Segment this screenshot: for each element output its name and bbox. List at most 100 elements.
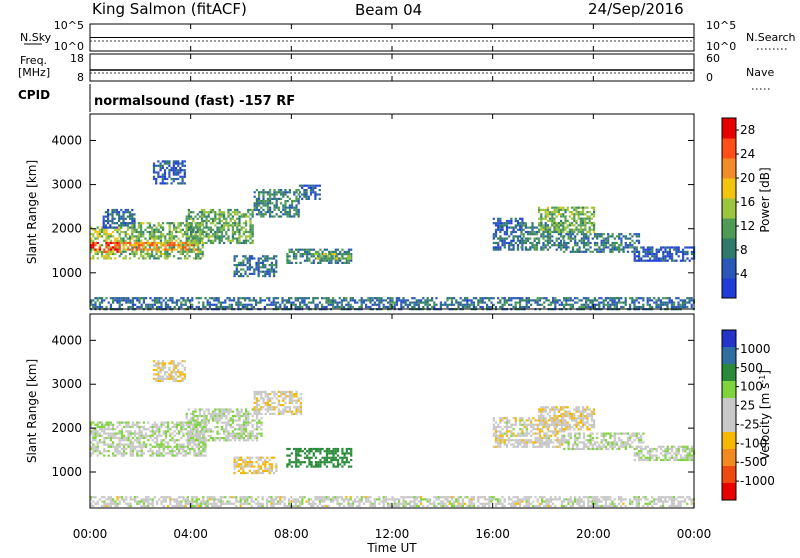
heatmap-cell [151,251,153,253]
heatmap-cell [127,229,129,231]
heatmap-cell [110,253,112,255]
heatmap-cell [173,171,175,173]
heatmap-cell [346,457,348,459]
heatmap-cell [581,242,583,244]
heatmap-cell [502,242,504,244]
heatmap-cell [614,249,616,251]
heatmap-cell [227,224,229,226]
heatmap-cell [112,498,114,500]
heatmap-cell [114,238,116,240]
heatmap-cell [556,244,558,246]
heatmap-cell [163,455,165,457]
heatmap-cell [212,430,214,432]
heatmap-cell [208,227,210,229]
heatmap-cell [121,498,123,500]
heatmap-cell [152,435,154,437]
heatmap-cell [433,306,435,308]
heatmap-cell [586,211,588,213]
heatmap-cell [308,450,310,452]
heatmap-cell [216,437,218,439]
heatmap-cell [165,302,167,304]
heatmap-cell [153,235,155,237]
heatmap-cell [275,260,277,262]
heatmap-cell [116,242,118,244]
heatmap-cell [222,306,224,308]
heatmap-cell [116,297,118,299]
heatmap-cell [286,257,288,259]
heatmap-cell [158,242,160,244]
heatmap-cell [129,235,131,237]
heatmap-cell [236,268,238,270]
heatmap-cell [243,422,245,424]
heatmap-cell [180,501,182,503]
heatmap-cell [256,397,258,399]
heatmap-cell [273,196,275,198]
heatmap-cell [156,246,158,248]
heatmap-cell [326,461,328,463]
heatmap-cell [249,470,251,472]
heatmap-cell [664,260,666,262]
heatmap-cell [125,452,127,454]
heatmap-cell [276,202,278,204]
heatmap-cell [531,229,533,231]
heatmap-cell [335,457,337,459]
heatmap-cell [226,306,228,308]
heatmap-cell [631,297,633,299]
heatmap-cell [116,240,118,242]
heatmap-cell [593,211,595,213]
heatmap-cell [240,463,242,465]
heatmap-cell [173,255,175,257]
heatmap-cell [605,246,607,248]
heatmap-cell [179,380,181,382]
heatmap-cell [308,251,310,253]
heatmap-cell [241,433,243,435]
heatmap-cell [271,457,273,459]
heatmap-cell [243,242,245,244]
heatmap-cell [671,253,673,255]
heatmap-cell [344,452,346,454]
heatmap-cell [594,233,596,235]
heatmap-cell [538,207,540,209]
heatmap-cell [234,271,236,273]
heatmap-cell [302,249,304,251]
heatmap-cell [497,302,499,304]
heatmap-cell [214,413,216,415]
heatmap-cell [114,437,116,439]
heatmap-cell [629,233,631,235]
heatmap-cell [287,207,289,209]
heatmap-cell [119,430,121,432]
heatmap-cell [180,437,182,439]
heatmap-cell [182,304,184,306]
heatmap-cell [193,246,195,248]
heatmap-cell [111,216,113,218]
heatmap-cell [653,260,655,262]
heatmap-cell [295,297,297,299]
heatmap-cell [270,304,272,306]
heatmap-cell [645,255,647,257]
heatmap-cell [241,424,243,426]
heatmap-cell [125,299,127,301]
heatmap-cell [125,233,127,235]
heatmap-cell [564,226,566,228]
heatmap-cell [247,240,249,242]
heatmap-cell [140,244,142,246]
heatmap-cell [614,246,616,248]
heatmap-cell [269,463,271,465]
heatmap-cell [153,233,155,235]
heatmap-cell [192,415,194,417]
heatmap-cell [265,211,267,213]
heatmap-cell [542,233,544,235]
heatmap-cell [306,257,308,259]
heatmap-cell [265,200,267,202]
heatmap-cell [121,428,123,430]
heatmap-cell [129,238,131,240]
heatmap-cell [315,461,317,463]
heatmap-cell [151,235,153,237]
heatmap-cell [114,428,116,430]
heatmap-cell [269,275,271,277]
heatmap-cell [205,417,207,419]
heatmap-cell [167,299,169,301]
heatmap-cell [684,260,686,262]
heatmap-cell [256,435,258,437]
heatmap-cell [556,226,558,228]
